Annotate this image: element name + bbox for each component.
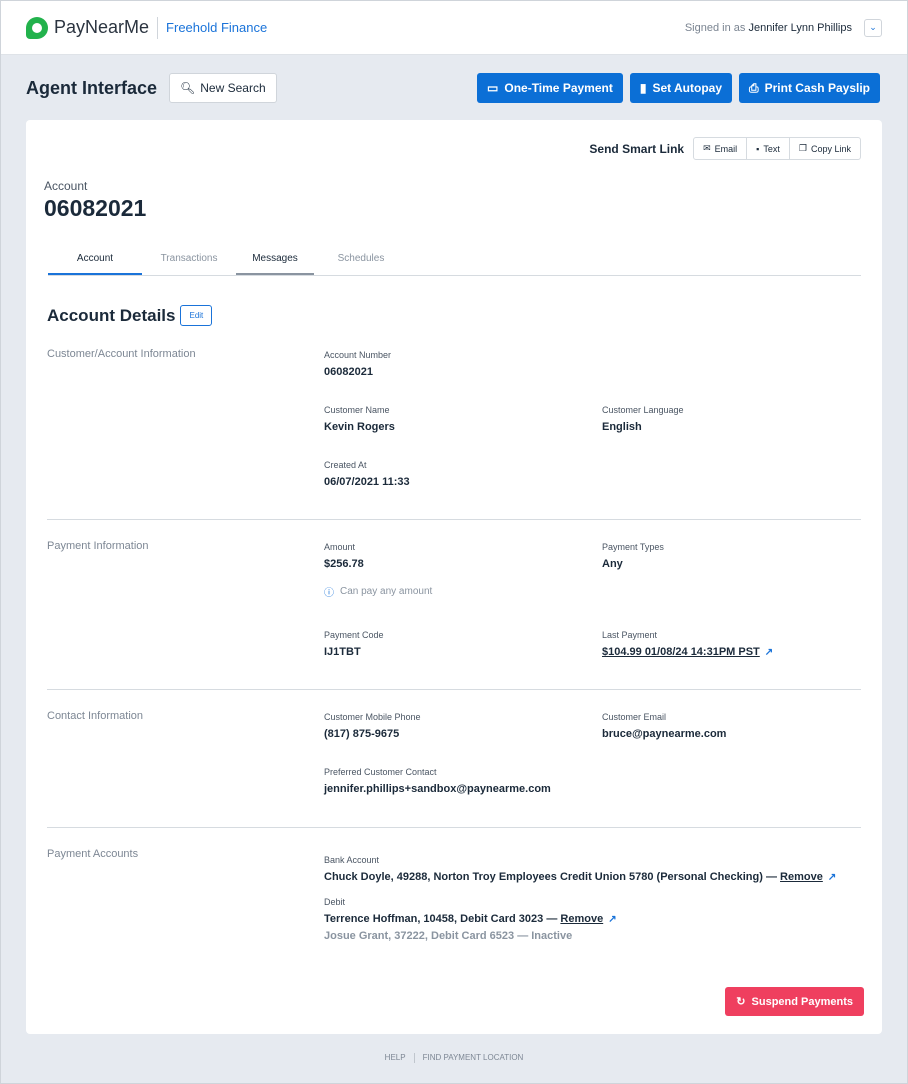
divider [413, 1053, 415, 1063]
account-card: Send Smart Link ✉ Email ▪ Text ❐ Copy Link … [26, 120, 882, 1034]
payment-code-value: IJ1TBT [324, 646, 361, 658]
field-label: Amount [324, 542, 356, 552]
field-label: Customer Name [324, 405, 390, 415]
section-title: Payment Information [47, 540, 149, 552]
payment-section: Payment Information Amount $256.78 ⓘ Can p… [47, 540, 861, 690]
user-menu-chevron-down-icon[interactable]: ⌄ [864, 18, 882, 37]
logo-icon [26, 16, 48, 39]
payment-types-value: Any [602, 558, 623, 570]
new-search-label: New Search [200, 81, 266, 95]
phone-value: (817) 875-9675 [324, 728, 400, 740]
field-label: Preferred Customer Contact [324, 767, 437, 777]
inactive-debit-card-value: Josue Grant, 37222, Debit Card 6523 — In… [324, 930, 573, 942]
footer: HELP FIND PAYMENT LOCATION [1, 1053, 907, 1063]
refresh-icon: ↻ [736, 996, 746, 1008]
account-number: 06082021 [44, 195, 147, 221]
field-label: Customer Mobile Phone [324, 712, 421, 722]
suspend-payments-button[interactable]: ↻ Suspend Payments [725, 987, 864, 1016]
edit-button[interactable]: Edit [180, 305, 213, 326]
credit-card-icon: ▭ [487, 81, 499, 95]
field-label: Account Number [324, 350, 392, 360]
new-search-button[interactable]: 🔍︎ New Search [169, 73, 277, 103]
set-autopay-button[interactable]: ▮ Set Autopay [629, 73, 733, 103]
message-icon: ▪ [756, 143, 760, 154]
signed-in: Signed in as Jennifer Lynn Phillips [685, 22, 852, 34]
payment-accounts-section: Payment Accounts Bank Account Chuck Doyl… [47, 848, 861, 958]
email-label: Email [714, 143, 738, 154]
customer-language-value: English [602, 421, 642, 433]
remove-debit-link[interactable]: Remove [560, 913, 604, 925]
help-link[interactable]: HELP [384, 1053, 406, 1062]
org-name: Freehold Finance [166, 20, 268, 35]
page-title: Agent Interface [26, 77, 158, 98]
preferred-contact-value: jennifer.phillips+sandbox@paynearme.com [324, 783, 551, 795]
field-label: Created At [324, 460, 367, 470]
created-at-value: 06/07/2021 11:33 [324, 476, 410, 488]
brand-name: PayNearMe [54, 17, 150, 37]
account-number-value: 06082021 [324, 366, 373, 378]
field-label: Payment Code [324, 630, 384, 640]
page-header: Agent Interface 🔍︎ New Search ▭ One-Time P… [26, 73, 880, 103]
field-label: Customer Language [602, 405, 684, 415]
info-icon: ⓘ [324, 588, 334, 599]
tabs: Account Transactions Messages Schedules [48, 247, 861, 276]
section-title: Payment Accounts [47, 848, 139, 860]
bank-account-value: Chuck Doyle, 49288, Norton Troy Employee… [324, 871, 777, 883]
printer-icon: ⎙ [749, 80, 759, 95]
search-icon: 🔍︎ [180, 81, 196, 95]
smart-link: Send Smart Link ✉ Email ▪ Text ❐ Copy Link [589, 137, 861, 160]
copy-link-button[interactable]: ❐ Copy Link [788, 138, 860, 159]
calendar-icon: ▮ [639, 81, 647, 95]
tab-transactions[interactable]: Transactions [160, 253, 218, 264]
copy-icon: ❐ [798, 143, 807, 153]
amount-value: $256.78 [324, 558, 364, 570]
print-cash-payslip-button[interactable]: ⎙ Print Cash Payslip [739, 73, 880, 103]
tab-account[interactable]: Account [48, 247, 142, 275]
field-label: Bank Account [324, 855, 380, 865]
external-link-icon[interactable]: ↗ [827, 872, 837, 883]
field-label: Debit [324, 897, 346, 907]
signed-prefix: Signed in as [684, 21, 746, 34]
details-title: Account Details [47, 305, 176, 325]
text-label: Text [763, 143, 780, 154]
details-header: Account Details Edit [47, 305, 213, 326]
remove-bank-link[interactable]: Remove [780, 871, 823, 883]
account-label: Account [44, 179, 88, 193]
logo[interactable]: PayNearMe [26, 16, 150, 39]
copy-label: Copy Link [810, 143, 851, 154]
section-title: Customer/Account Information [47, 348, 196, 360]
tab-messages[interactable]: Messages [236, 247, 314, 275]
user-name: Jennifer Lynn Phillips [748, 21, 852, 34]
envelope-icon: ✉ [703, 143, 711, 153]
external-link-icon[interactable]: ↗ [764, 647, 774, 658]
debit-card-value: Terrence Hoffman, 10458, Debit Card 3023… [324, 913, 558, 925]
suspend-label: Suspend Payments [751, 995, 853, 1008]
customer-name-value: Kevin Rogers [324, 421, 395, 433]
last-payment-link[interactable]: $104.99 01/08/24 14:31PM PST [602, 646, 760, 658]
divider [157, 16, 159, 39]
amount-note: Can pay any amount [340, 586, 433, 597]
external-link-icon[interactable]: ↗ [608, 914, 617, 925]
autopay-label: Set Autopay [652, 81, 723, 95]
email-value: bruce@paynearme.com [602, 728, 727, 740]
contact-section: Contact Information Customer Mobile Phon… [47, 710, 861, 828]
one-time-label: One-Time Payment [504, 81, 613, 95]
find-payment-location-link[interactable]: FIND PAYMENT LOCATION [422, 1053, 524, 1062]
one-time-payment-button[interactable]: ▭ One-Time Payment [477, 73, 623, 103]
customer-section: Customer/Account Information Account Num… [47, 348, 861, 520]
email-link-button[interactable]: ✉ Email [694, 138, 746, 159]
smart-link-label: Send Smart Link [589, 141, 685, 156]
payslip-label: Print Cash Payslip [764, 81, 870, 95]
field-label: Last Payment [602, 630, 658, 640]
field-label: Payment Types [602, 542, 664, 552]
text-link-button[interactable]: ▪ Text [746, 138, 789, 159]
tab-schedules[interactable]: Schedules [337, 253, 385, 264]
section-title: Contact Information [47, 710, 143, 722]
top-bar: PayNearMe Freehold Finance Signed in as … [1, 1, 907, 55]
field-label: Customer Email [602, 712, 667, 722]
